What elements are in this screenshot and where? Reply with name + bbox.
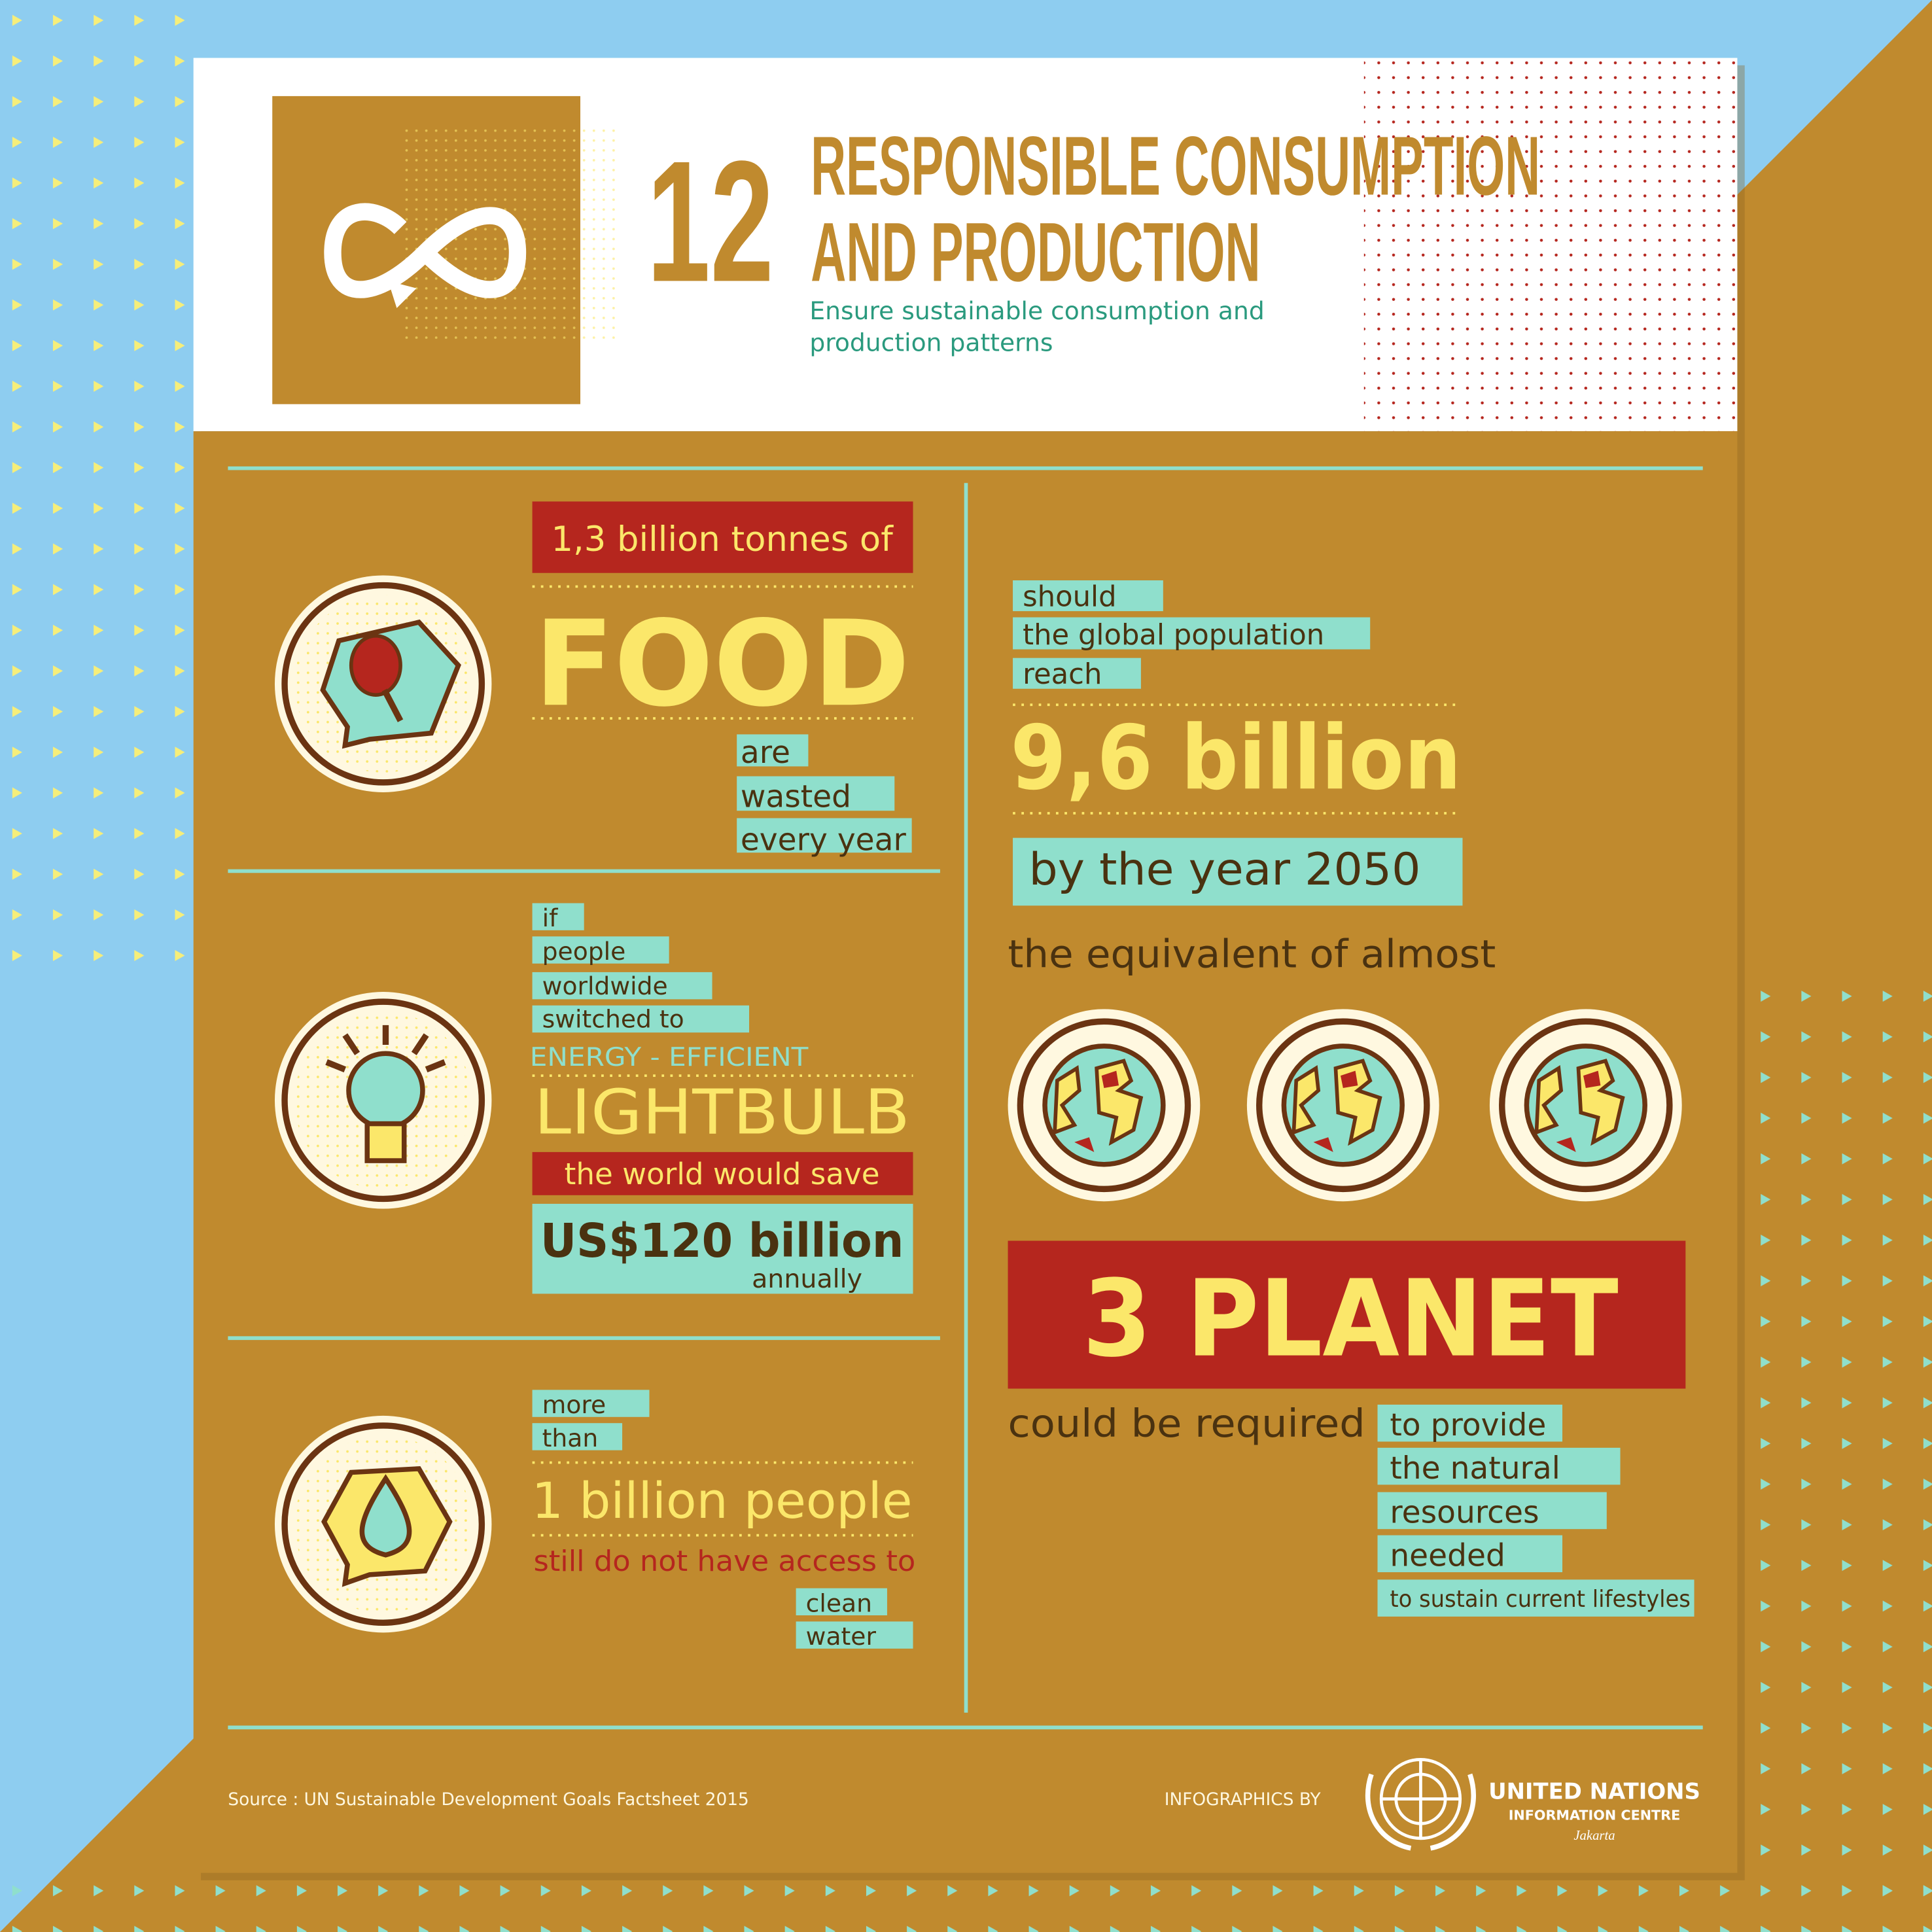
highlight: [737, 818, 912, 853]
water-outro: clean: [806, 1589, 872, 1617]
arrow-icon: [388, 281, 417, 308]
population-outro: the natural: [1390, 1450, 1560, 1486]
pattern: [0, 1872, 1932, 1932]
population-outro: needed: [1390, 1538, 1505, 1574]
globe-icon: [1250, 1011, 1437, 1199]
lightbulb-period: annually: [752, 1264, 862, 1294]
water-intro: than: [542, 1424, 599, 1452]
food-outro: every year: [741, 822, 907, 858]
goal-number: 12: [647, 124, 774, 317]
lightbulb-amount: US$120 billion: [540, 1214, 904, 1268]
highlight: [532, 903, 584, 930]
lightbulb-intro: worldwide: [542, 972, 668, 1000]
lightbulb-intro: people: [542, 937, 626, 966]
highlight: [737, 776, 895, 811]
highlight: [1377, 1579, 1695, 1617]
highlight: [796, 1621, 913, 1649]
highlight: [532, 1203, 913, 1294]
organization: INFORMATION CENTRE: [1509, 1808, 1681, 1823]
population-intro: reach: [1023, 658, 1102, 691]
pattern: [0, 0, 185, 986]
title: AND PRODUCTION: [811, 205, 1260, 299]
highlight: [737, 734, 809, 767]
pattern: [1363, 58, 1738, 432]
highlight: [532, 1390, 650, 1417]
highlight: [1013, 580, 1163, 612]
source: Source : UN Sustainable Development Goal…: [228, 1790, 748, 1810]
water-intro: more: [542, 1390, 606, 1419]
highlight: [796, 1588, 887, 1615]
food-outro: wasted: [741, 779, 851, 815]
highlight: [532, 501, 913, 573]
lightbulb-intro: switched to: [542, 1005, 684, 1034]
highlight: [1377, 1404, 1563, 1442]
highlight: [1013, 837, 1463, 906]
population-intro: should: [1023, 581, 1116, 614]
water-outro: water: [806, 1622, 877, 1651]
title: RESPONSIBLE CONSUMPTION: [811, 120, 1540, 213]
globe-icon: [1492, 1011, 1679, 1199]
infinity-icon: [324, 203, 527, 298]
population-required: could be required: [1008, 1401, 1365, 1446]
globe-icon: [1010, 1011, 1197, 1199]
population-headline: 9,6 billion: [1010, 706, 1461, 809]
pattern: [1737, 960, 1932, 1932]
organization: UNITED NATIONS: [1488, 1779, 1700, 1804]
highlight: [1377, 1535, 1563, 1573]
food-icon: [274, 575, 492, 792]
highlight: [1013, 658, 1141, 689]
highlight: [1377, 1492, 1607, 1530]
lightbulb-bridge: the world would save: [565, 1157, 880, 1191]
population-intro: the global population: [1023, 619, 1324, 652]
highlight: [1013, 617, 1371, 650]
highlight: [1008, 1240, 1686, 1389]
highlight: [532, 972, 712, 1000]
population-equivalent: the equivalent of almost: [1008, 932, 1496, 976]
population-planets: 3 PLANET: [1082, 1258, 1618, 1381]
lightbulb-headline: LIGHTBULB: [534, 1078, 909, 1149]
highlight: [532, 1151, 913, 1195]
food-outro: are: [741, 735, 790, 771]
subtitle: production patterns: [809, 328, 1053, 357]
highlight: [532, 1423, 623, 1450]
population-year: by the year 2050: [1029, 843, 1421, 895]
population-outro: to provide: [1390, 1407, 1546, 1443]
population-outro: to sustain current lifestyles: [1390, 1586, 1691, 1613]
un-emblem: [1365, 1757, 1476, 1851]
highlight: [532, 936, 669, 964]
food-intro: 1,3 billion tonnes of: [551, 519, 894, 559]
highlight: [1377, 1447, 1621, 1485]
food-headline: FOOD: [534, 595, 909, 733]
location: Jakarta: [1573, 1829, 1615, 1843]
lightbulb-kicker: ENERGY - EFFICIENT: [530, 1042, 809, 1072]
lightbulb-icon: [274, 992, 492, 1209]
lightbulb-intro: if: [542, 904, 558, 932]
water-bridge: still do not have access to: [533, 1545, 915, 1578]
water-headline: 1 billion people: [532, 1472, 913, 1530]
credit: INFOGRAPHICS BY: [1165, 1790, 1322, 1810]
subtitle: Ensure sustainable consumption and: [809, 296, 1264, 325]
highlight: [532, 1005, 750, 1033]
water-icon: [274, 1415, 492, 1633]
population-outro: resources: [1390, 1495, 1539, 1531]
